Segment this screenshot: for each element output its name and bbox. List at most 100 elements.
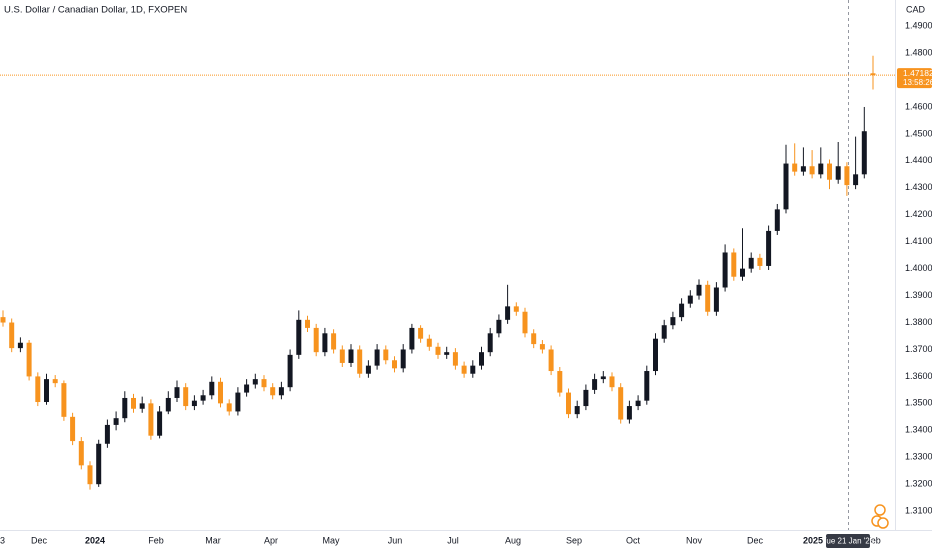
candle-body: [191, 400, 197, 407]
y-tick-label: 1.39000: [905, 290, 932, 300]
currency-label: CAD: [906, 4, 926, 14]
candle-body: [452, 352, 458, 366]
candle-body: [287, 354, 293, 388]
candle-body: [600, 376, 606, 380]
x-tick-label: May: [322, 535, 340, 545]
candle-body: [609, 376, 615, 388]
x-tick-label: Dec: [747, 535, 764, 545]
candle-body: [87, 465, 93, 485]
event-icons: [871, 504, 889, 529]
candle-body: [531, 333, 537, 345]
candle-body: [383, 349, 389, 361]
candle-body: [9, 322, 15, 349]
candle-body: [861, 131, 867, 175]
candle-body: [661, 325, 667, 339]
candle-body: [26, 342, 32, 377]
x-tick-label: Aug: [505, 535, 521, 545]
x-tick-label: 2025: [803, 535, 823, 545]
candle-body: [731, 252, 737, 277]
x-tick-label: Oct: [626, 535, 641, 545]
candle-body: [157, 411, 163, 436]
candle-body: [0, 317, 6, 323]
y-tick-label: 1.49000: [905, 21, 932, 31]
candle-body: [783, 163, 789, 210]
candle-body: [792, 163, 798, 172]
candle-body: [470, 365, 476, 374]
candle-body: [44, 379, 49, 403]
candle-body: [496, 319, 502, 334]
candle-body: [435, 346, 441, 355]
candle-body: [357, 349, 363, 374]
x-tick-label: Nov: [686, 535, 703, 545]
y-tick-label: 1.40000: [905, 263, 932, 273]
event-icon[interactable]: [877, 517, 889, 529]
candle-body: [96, 443, 102, 485]
y-tick-label: 1.43000: [905, 182, 932, 192]
candle-body: [870, 73, 876, 76]
candle-body: [252, 379, 258, 385]
candle-body: [296, 319, 302, 355]
candle-body: [835, 166, 841, 180]
candle-body: [853, 174, 859, 186]
candle-body: [209, 381, 215, 396]
y-tick-label: 1.38000: [905, 317, 932, 327]
candle-body: [183, 387, 189, 407]
x-tick-label: Jul: [447, 535, 459, 545]
price-axis: 1.31000 1.32000 1.33000 1.34000 1.35000 1.360…: [905, 21, 932, 516]
x-tick-label: Dec: [31, 535, 48, 545]
y-tick-label: 1.32000: [905, 479, 932, 489]
y-tick-label: 1.41000: [905, 236, 932, 246]
y-tick-label: 1.42000: [905, 209, 932, 219]
candle-body: [722, 252, 728, 288]
event-icon[interactable]: [874, 504, 886, 516]
x-tick-label: 2024: [85, 535, 105, 545]
candle-body: [70, 416, 76, 442]
y-tick-label: 1.35000: [905, 398, 932, 408]
candle-body: [305, 319, 310, 328]
candles: [0, 55, 895, 490]
candle-body: [261, 379, 267, 388]
candle-body: [104, 424, 110, 444]
y-tick-label: 1.37000: [905, 344, 932, 354]
candle-body: [800, 166, 806, 172]
y-tick-label: 1.33000: [905, 452, 932, 462]
candle-body: [713, 287, 719, 312]
candle-body: [487, 333, 493, 353]
candle-body: [409, 327, 415, 350]
candle-body: [626, 406, 632, 420]
candle-body: [818, 163, 824, 175]
candle-body: [809, 166, 815, 175]
candle-body: [78, 441, 84, 466]
candle-body: [365, 365, 371, 374]
candle-body: [644, 371, 650, 401]
y-tick-label: 1.31000: [905, 506, 932, 516]
countdown: 13:58:26: [903, 78, 932, 87]
candle-body: [418, 327, 424, 339]
candle-body: [479, 352, 484, 366]
candle-body: [322, 333, 328, 353]
crosshair-date-box: [826, 534, 870, 548]
x-tick-label: Apr: [264, 535, 278, 545]
candle-body: [35, 376, 41, 403]
candle-body: [740, 268, 745, 277]
x-tick-label: 3: [0, 535, 5, 545]
candle-body: [139, 403, 145, 409]
x-tick-label: Jun: [388, 535, 403, 545]
y-tick-label: 1.48000: [905, 47, 932, 57]
candle-body: [583, 389, 589, 407]
candle-body: [548, 349, 554, 372]
candle-body: [374, 349, 380, 366]
candle-body: [244, 384, 250, 393]
candle-body: [566, 392, 571, 415]
candle-body: [670, 317, 676, 326]
candle-body: [539, 344, 545, 350]
time-axis: 3 Dec 2024 Feb Mar Apr May Jun Jul Aug Sep Oct Nov De…: [0, 535, 881, 545]
candle-body: [635, 400, 641, 407]
x-tick-label: Mar: [205, 535, 221, 545]
candle-body: [148, 403, 154, 436]
current-price: 1.47182: [903, 68, 932, 78]
candle-body: [557, 371, 563, 393]
candle-body: [200, 395, 206, 401]
